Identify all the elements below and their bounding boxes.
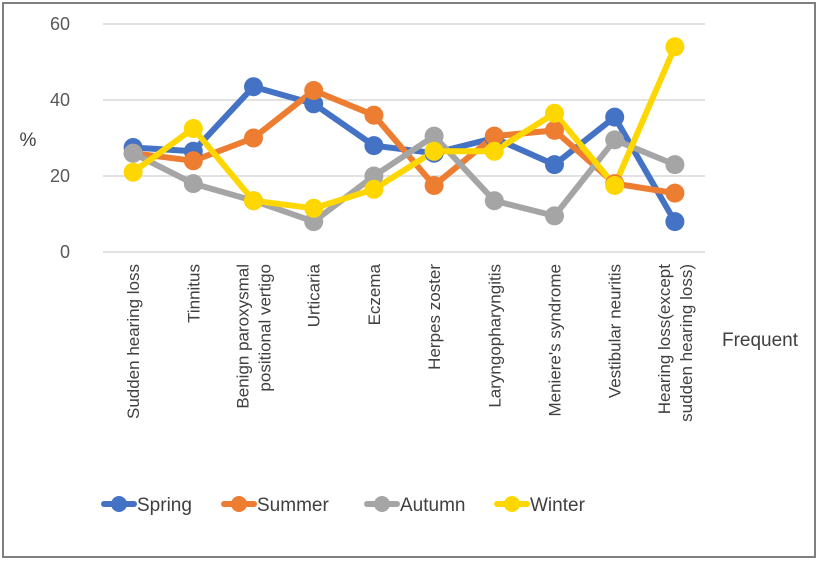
legend-swatch-marker [374,496,390,512]
data-point-spring [244,77,263,97]
data-point-autumn [123,143,143,163]
legend: Spring Summer Autumn Winter [101,495,586,516]
data-point-winter [304,198,324,218]
data-point-autumn [605,130,625,150]
data-point-summer [545,120,564,140]
x-tick-label-line: Hearing loss(except [655,264,674,415]
data-point-summer [424,176,444,195]
data-point-spring [665,212,685,232]
series-line-winter [130,43,678,212]
data-point-winter [424,141,444,161]
data-point-winter [183,119,203,138]
x-tick-label-line: Herpes zoster [425,264,444,370]
x-tick-label-line: Benign paroxysmal [234,264,253,409]
y-tick-label: 60 [50,14,70,34]
legend-label: Autumn [400,495,465,516]
legend-item-spring: Spring [101,495,192,516]
x-tick-label: Benign paroxysmal positional vertigo [234,264,275,409]
x-tick-label: Sudden hearing loss [124,264,143,419]
data-point-winter [605,176,625,195]
y-tick-label: 20 [50,166,70,186]
data-point-autumn [484,191,504,211]
x-tick-label: Hearing loss(except sudden hearing loss) [655,264,696,422]
y-tick-label: 40 [50,90,70,110]
series-line-summer [130,87,678,197]
legend-swatch-marker [111,496,127,512]
x-tick-label-line: Urticaria [305,263,324,327]
data-point-autumn [665,155,685,175]
x-axis-label: Frequent [722,330,799,351]
y-tick-label: 0 [60,242,70,262]
x-tick-label: Eczema [365,263,384,325]
data-point-autumn [545,206,564,226]
legend-label: Summer [257,495,329,516]
data-point-winter [123,162,143,182]
x-tick-label: Tinnitus [184,264,203,323]
data-point-autumn [304,212,324,232]
legend-swatch-marker [231,496,247,512]
legend-item-autumn: Autumn [364,495,465,516]
data-point-summer [364,105,384,125]
data-point-autumn [424,126,444,146]
legend-label: Spring [137,495,192,516]
data-point-winter [545,103,564,123]
x-tick-label-line: Laryngopharyngitis [485,264,504,408]
data-point-autumn [183,174,203,194]
x-tick-label-line: Vestibular neuritis [606,264,625,398]
legend-item-summer: Summer [221,495,329,516]
x-tick-label-line: Eczema [365,263,384,325]
x-tick-label-line: sudden hearing loss) [677,264,696,422]
chart-frame [2,2,816,558]
x-tick-label: Vestibular neuritis [606,264,625,398]
data-point-spring [364,136,384,156]
data-point-winter [364,179,384,199]
x-tick-label-line: Tinnitus [184,264,203,323]
x-tick-label: Laryngopharyngitis [485,264,504,408]
data-point-winter [244,191,263,211]
y-axis-label: % [20,130,37,151]
x-tick-label-line: Meniere's syndrome [546,264,565,417]
data-point-spring [545,155,564,175]
x-tick-label: Meniere's syndrome [546,264,565,417]
data-point-winter [665,37,685,57]
series-line-autumn [130,133,678,225]
x-tick-label-line: Sudden hearing loss [124,264,143,419]
data-point-autumn [364,166,384,186]
x-tick-label: Urticaria [305,263,324,327]
data-point-summer [244,128,263,148]
legend-item-winter: Winter [494,495,586,516]
data-point-summer [665,183,685,203]
data-point-summer [484,126,504,146]
legend-label: Winter [530,495,586,516]
data-point-spring [304,94,324,114]
data-point-summer [183,151,203,171]
legend-swatch-marker [504,496,520,512]
data-point-winter [484,141,504,161]
data-point-summer [304,81,324,100]
x-tick-label: Herpes zoster [425,264,444,370]
data-point-spring [605,107,625,127]
x-tick-label-line: positional vertigo [256,264,275,392]
